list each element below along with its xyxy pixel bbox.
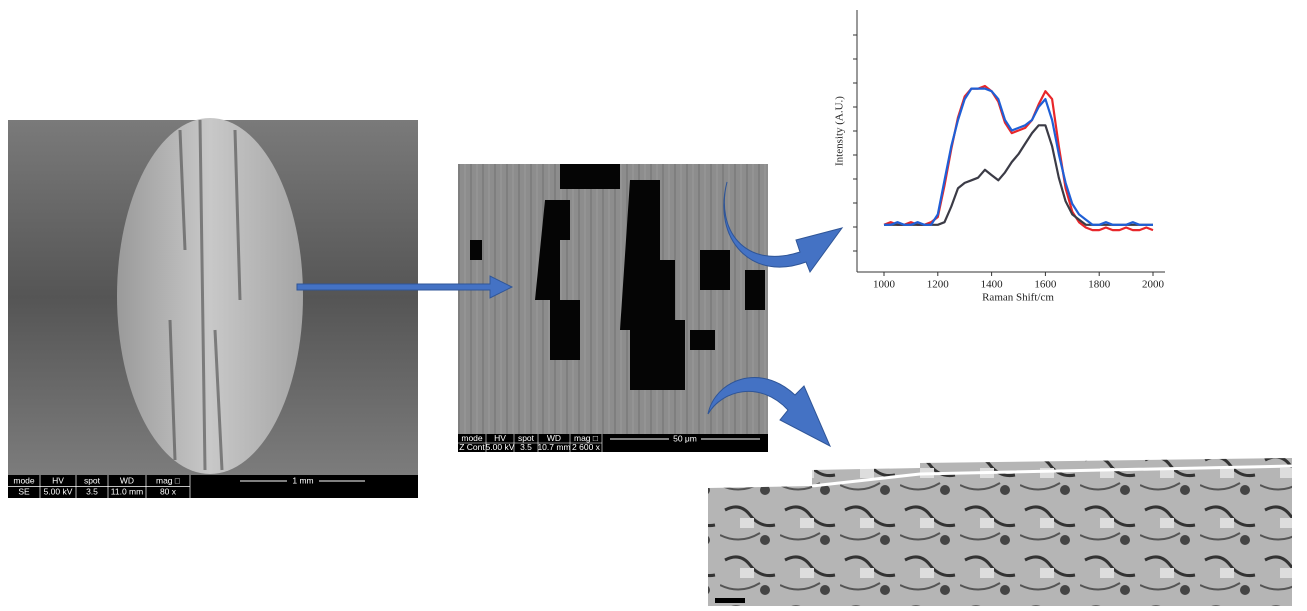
databar-header: mag □ — [574, 433, 598, 443]
x-tick-label: 1800 — [1088, 279, 1111, 291]
x-tick-label: 2000 — [1142, 279, 1165, 291]
curved-arrow — [707, 377, 832, 448]
tem-image — [708, 458, 1292, 606]
spectrum-line — [884, 87, 1153, 226]
databar-value: 2 600 x — [572, 442, 601, 452]
databar-header: mode — [461, 433, 483, 443]
x-axis-label: Raman Shift/cm — [982, 292, 1054, 304]
scale-label: 1 mm — [292, 475, 313, 485]
databar-value: 10.7 mm — [537, 442, 570, 452]
databar-value: 5.00 kV — [486, 442, 515, 452]
arrow — [296, 275, 514, 299]
spectrum-line — [884, 124, 1153, 226]
surface-layer — [811, 464, 1293, 488]
databar-value: 5.00 kV — [44, 486, 73, 496]
databar-header: mode — [13, 475, 35, 485]
tem-montage — [708, 458, 1293, 606]
y-axis-label: Intensity (A.U.) — [834, 96, 846, 166]
arrows — [296, 181, 844, 448]
databar-header: WD — [120, 475, 134, 485]
databar-header: HV — [52, 475, 64, 485]
wear-streaks — [168, 119, 242, 471]
databar-header: spot — [518, 433, 535, 443]
databar: mode HV spot WD mag □ Z Cont 5.00 kV 3.5 10.7 mm… — [458, 433, 768, 452]
scale-label: 50 μm — [673, 433, 697, 443]
databar-value: 11.0 mm — [111, 486, 143, 496]
x-tick-label: 1600 — [1034, 279, 1057, 291]
databar-value: 3.5 — [86, 486, 98, 496]
x-tick-label: 1400 — [981, 279, 1004, 291]
sample-face — [117, 118, 303, 474]
databar: mode HV spot WD mag □ SE 5.00 kV 3.5 11.0 mm 80 x… — [8, 475, 418, 498]
databar-header: HV — [494, 433, 506, 443]
databar-value: SE — [18, 486, 30, 496]
curved-arrow — [723, 181, 844, 274]
databar-header: WD — [547, 433, 561, 443]
spectrum-line — [883, 84, 1154, 232]
x-tick-label: 1000 — [873, 279, 896, 291]
databar-header: mag □ — [156, 475, 180, 485]
y-tick-marks — [853, 34, 857, 252]
scale-label-bg — [669, 434, 701, 444]
sem-detail-image — [458, 164, 768, 434]
scale-label-bg — [287, 476, 319, 486]
scale-bar — [715, 598, 745, 603]
x-tick-label: 1200 — [927, 279, 950, 291]
databar-header: spot — [84, 475, 101, 485]
databar-grid — [8, 475, 191, 498]
dark-phase — [470, 164, 765, 390]
databar-value: 3.5 — [520, 442, 532, 452]
raman-chart: Raman Shift/cm Intensity (A.U.) 1000 1200… — [834, 10, 1165, 304]
databar-value: Z Cont — [459, 442, 485, 452]
databar-value: 80 x — [160, 486, 177, 496]
databar-grid — [458, 434, 603, 452]
